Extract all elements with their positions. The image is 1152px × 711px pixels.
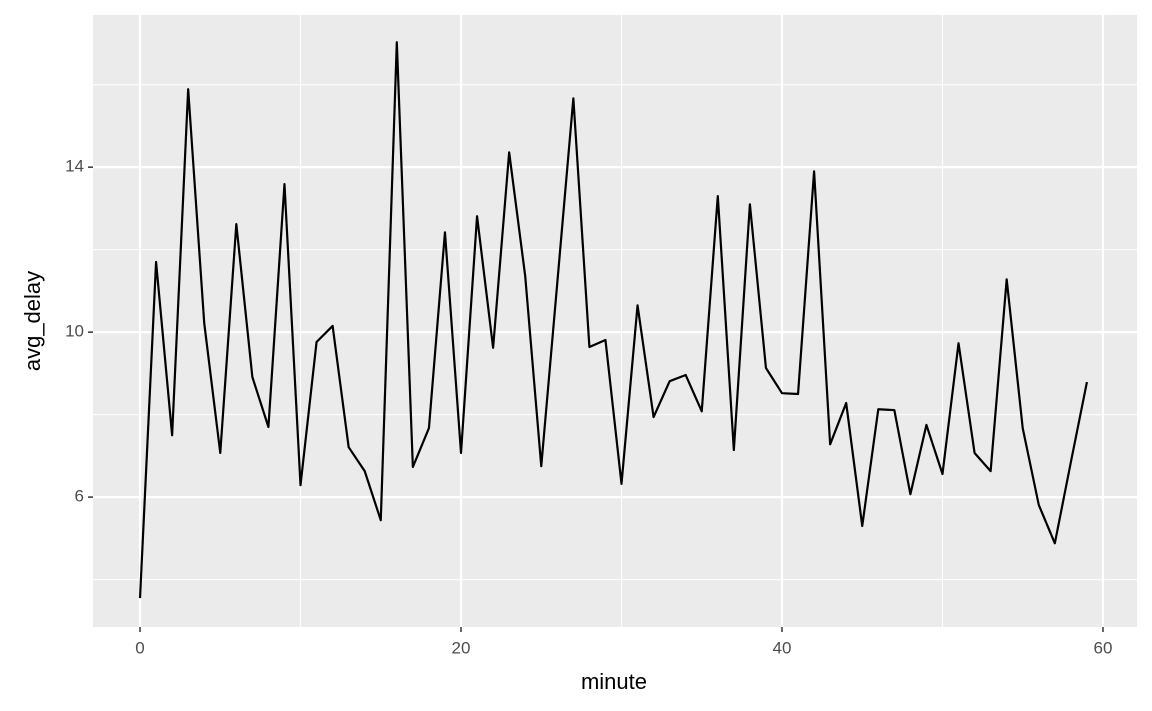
x-tick-label: 60 bbox=[1094, 638, 1113, 657]
y-tick-label: 14 bbox=[65, 157, 84, 176]
y-axis-title: avg_delay bbox=[20, 271, 45, 371]
x-tick-label: 20 bbox=[452, 638, 471, 657]
panel bbox=[93, 15, 1137, 627]
x-axis-title: minute bbox=[581, 669, 647, 694]
x-tick-label: 0 bbox=[135, 638, 144, 657]
y-tick-label: 6 bbox=[75, 487, 84, 506]
x-tick-label: 40 bbox=[773, 638, 792, 657]
y-tick-label: 10 bbox=[65, 322, 84, 341]
line bbox=[138, 41, 1089, 599]
